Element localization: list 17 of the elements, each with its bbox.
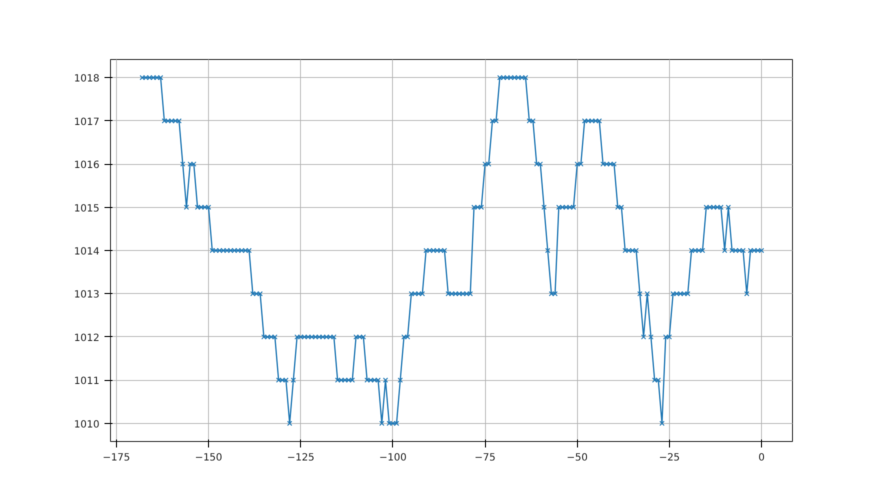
y-tick-label: 1018 [74, 74, 100, 85]
y-tick-label: 1011 [74, 376, 100, 388]
x-tick-label: −25 [658, 452, 680, 464]
x-tick-label: −150 [194, 452, 222, 464]
x-tick-label: −75 [474, 452, 496, 464]
y-tick-label: 1016 [74, 160, 100, 172]
y-tick-label: 1017 [74, 116, 100, 128]
y-tick-label: 1012 [74, 332, 100, 344]
x-tick-label: 0 [758, 452, 765, 464]
x-tick-label: −50 [566, 452, 588, 464]
y-tick-label: 1013 [74, 290, 100, 301]
y-tick-label: 1014 [74, 246, 100, 258]
y-tick-label: 1010 [74, 419, 100, 430]
x-tick-label: −100 [379, 452, 407, 464]
x-tick-label: −125 [286, 452, 314, 464]
y-tick-label: 1015 [74, 203, 100, 214]
x-tick-label: −175 [102, 452, 130, 464]
